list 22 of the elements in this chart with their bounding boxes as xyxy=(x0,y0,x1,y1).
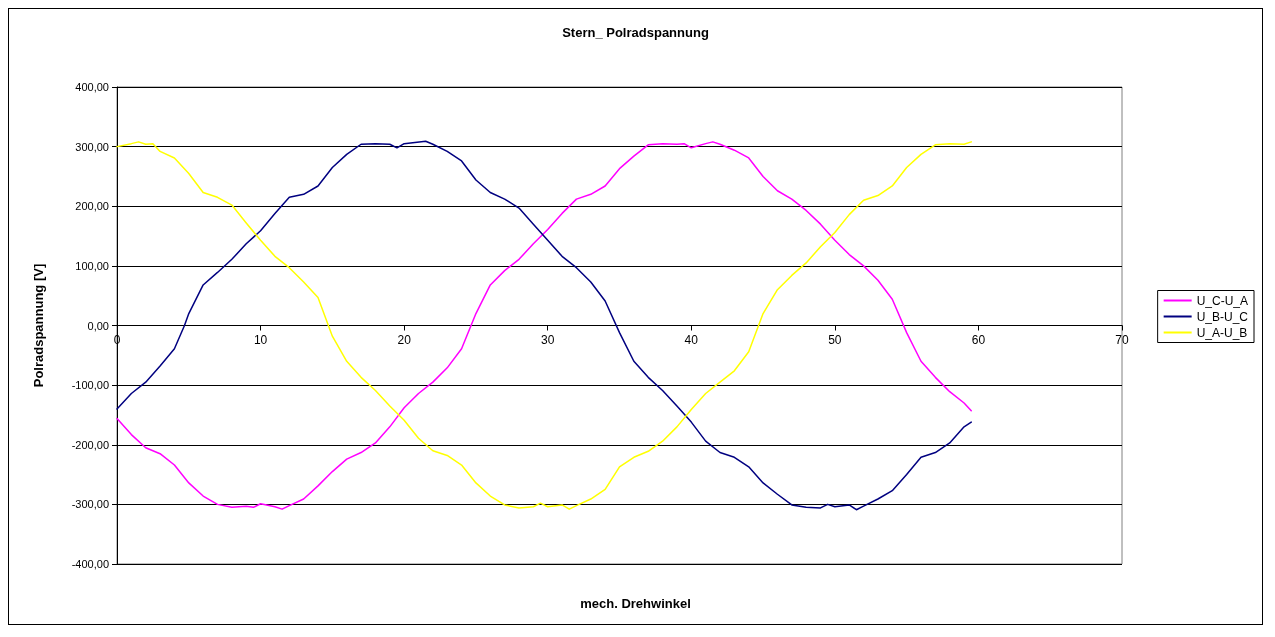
y-tick-label: 200,00 xyxy=(75,200,109,213)
chart-title: Stern_ Polradspannung xyxy=(562,25,709,40)
y-tick-label: 100,00 xyxy=(75,259,109,272)
x-tick-label: 10 xyxy=(253,332,268,347)
y-tick-label: 300,00 xyxy=(75,140,109,153)
y-tick-label: 400,00 xyxy=(75,81,109,93)
x-tick-label: 30 xyxy=(541,332,555,347)
x-axis-title: mech. Drehwinkel xyxy=(580,596,691,611)
y-tick-label: -400,00 xyxy=(71,558,109,570)
y-tick-label: -100,00 xyxy=(71,379,109,392)
y-tick-label: 0,00 xyxy=(87,319,109,332)
y-tick-label: -300,00 xyxy=(71,498,109,511)
x-tick-label: 40 xyxy=(684,332,699,347)
y-tick-label: -200,00 xyxy=(71,438,109,451)
x-tick-label: 20 xyxy=(397,332,412,347)
legend-label: U_A-U_B xyxy=(1196,325,1248,340)
x-tick-label: 60 xyxy=(971,332,986,347)
x-tick-label: 50 xyxy=(828,332,842,347)
y-axis-title: Polradspannung [V] xyxy=(31,263,46,388)
x-tick-label: 70 xyxy=(1115,332,1129,347)
legend-label: U_B-U_C xyxy=(1196,309,1249,324)
legend-label: U_C-U_A xyxy=(1196,293,1249,308)
